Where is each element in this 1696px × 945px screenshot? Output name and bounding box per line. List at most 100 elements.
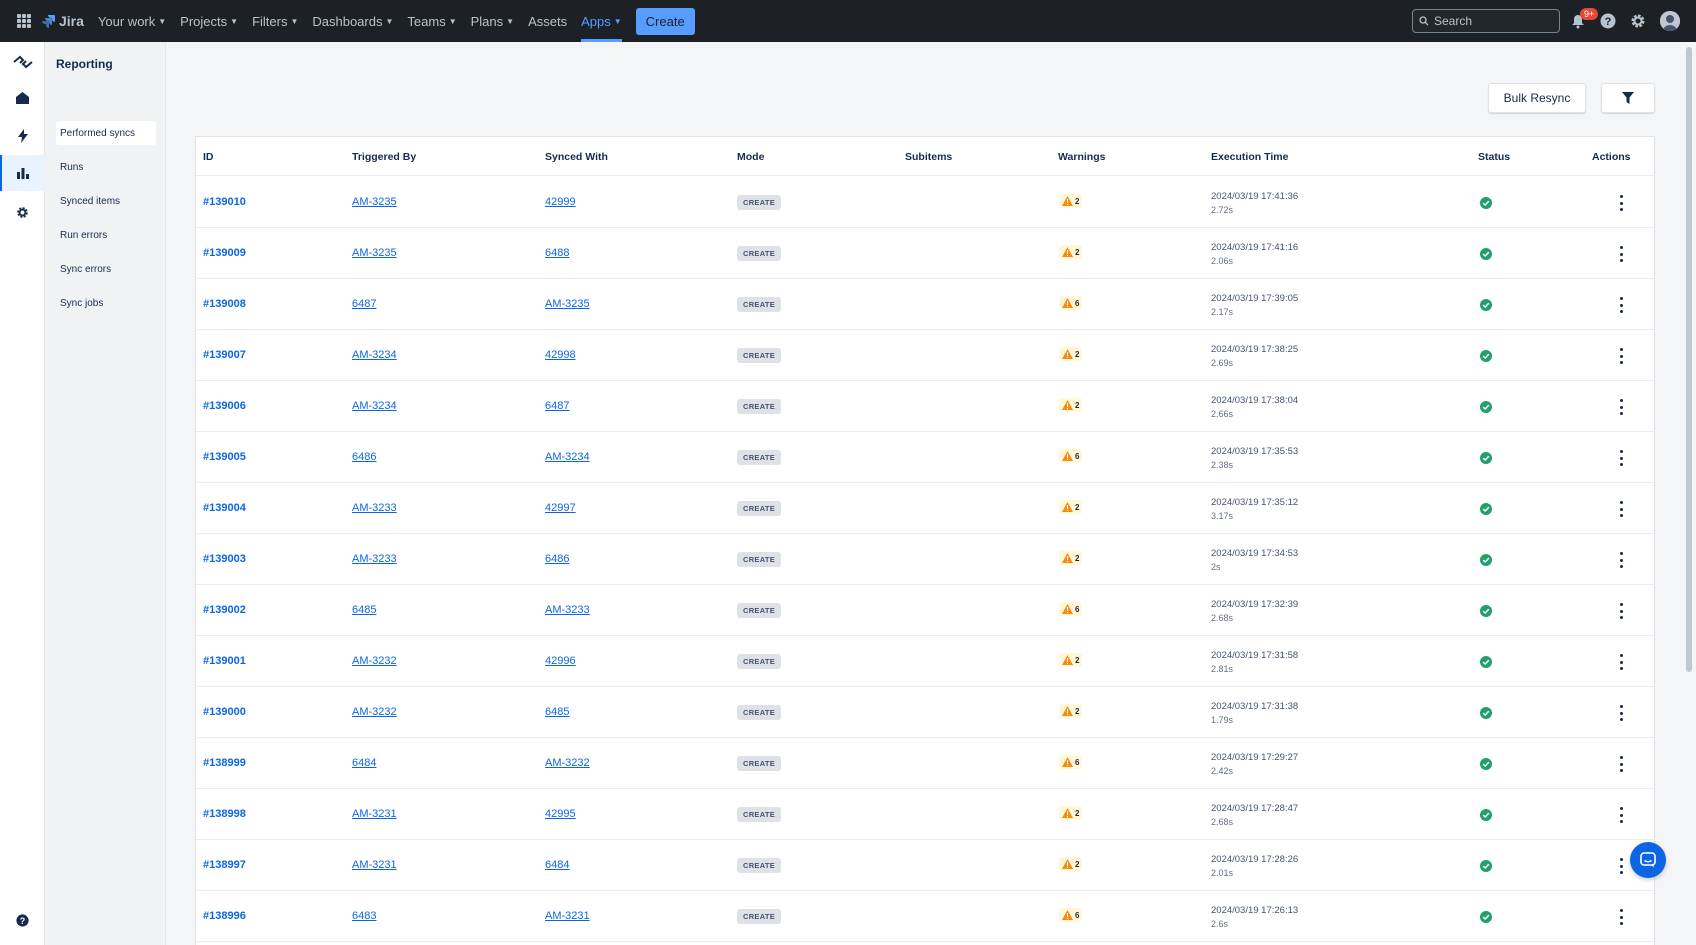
sync-id-link[interactable]: #138996 bbox=[203, 910, 246, 922]
triggered-by-link[interactable]: AM-3231 bbox=[352, 808, 397, 820]
triggered-by-link[interactable]: 6486 bbox=[352, 451, 377, 463]
warnings-badge[interactable]: 6 bbox=[1059, 449, 1083, 463]
sidebar-item-performed-syncs[interactable]: Performed syncs bbox=[56, 121, 156, 145]
synced-with-link[interactable]: 6488 bbox=[545, 247, 570, 259]
create-button[interactable]: Create bbox=[635, 7, 695, 35]
app-switcher-icon[interactable] bbox=[17, 14, 31, 28]
notifications-button[interactable]: 9+ bbox=[1568, 8, 1599, 31]
row-actions-menu[interactable] bbox=[1614, 654, 1628, 670]
synced-with-link[interactable]: 42996 bbox=[545, 655, 576, 667]
warnings-badge[interactable]: 2 bbox=[1059, 551, 1083, 565]
warnings-badge[interactable]: 6 bbox=[1059, 602, 1083, 616]
triggered-by-link[interactable]: 6485 bbox=[352, 604, 377, 616]
row-actions-menu[interactable] bbox=[1614, 909, 1628, 925]
sync-id-link[interactable]: #139003 bbox=[203, 553, 246, 565]
user-avatar[interactable] bbox=[1660, 11, 1680, 31]
jira-logo[interactable]: Jira bbox=[41, 13, 84, 29]
rail-reporting[interactable] bbox=[0, 155, 45, 191]
sync-id-link[interactable]: #138999 bbox=[203, 757, 246, 769]
settings-button[interactable] bbox=[1628, 11, 1648, 31]
bulk-resync-button[interactable]: Bulk Resync bbox=[1488, 83, 1586, 113]
synced-with-link[interactable]: AM-3231 bbox=[545, 910, 590, 922]
row-actions-menu[interactable] bbox=[1614, 246, 1628, 262]
synced-with-link[interactable]: 42997 bbox=[545, 502, 576, 514]
row-actions-menu[interactable] bbox=[1614, 297, 1628, 313]
sync-id-link[interactable]: #139008 bbox=[203, 298, 246, 310]
synced-with-link[interactable]: AM-3235 bbox=[545, 298, 590, 310]
synced-with-link[interactable]: 42998 bbox=[545, 349, 576, 361]
nav-item-dashboards[interactable]: Dashboards ▼ bbox=[312, 0, 393, 42]
nav-item-plans[interactable]: Plans ▼ bbox=[471, 0, 514, 42]
sidebar-item-sync-jobs[interactable]: Sync jobs bbox=[56, 291, 156, 315]
rail-settings[interactable] bbox=[0, 194, 45, 230]
synced-with-link[interactable]: AM-3232 bbox=[545, 757, 590, 769]
rail-app-logo[interactable] bbox=[0, 44, 45, 80]
triggered-by-link[interactable]: 6483 bbox=[352, 910, 377, 922]
sync-id-link[interactable]: #138997 bbox=[203, 859, 246, 871]
row-actions-menu[interactable] bbox=[1614, 501, 1628, 517]
chat-support-button[interactable] bbox=[1630, 842, 1666, 878]
row-actions-menu[interactable] bbox=[1614, 552, 1628, 568]
nav-item-assets[interactable]: Assets bbox=[528, 0, 567, 42]
nav-item-projects[interactable]: Projects ▼ bbox=[180, 0, 238, 42]
sidebar-item-sync-errors[interactable]: Sync errors bbox=[56, 257, 156, 281]
triggered-by-link[interactable]: 6484 bbox=[352, 757, 377, 769]
row-actions-menu[interactable] bbox=[1614, 603, 1628, 619]
triggered-by-link[interactable]: AM-3232 bbox=[352, 706, 397, 718]
warnings-badge[interactable]: 2 bbox=[1059, 194, 1083, 208]
nav-item-your-work[interactable]: Your work ▼ bbox=[98, 0, 166, 42]
nav-item-teams[interactable]: Teams ▼ bbox=[407, 0, 456, 42]
help-button[interactable]: ? bbox=[1598, 11, 1618, 31]
sync-id-link[interactable]: #138998 bbox=[203, 808, 246, 820]
warnings-badge[interactable]: 2 bbox=[1059, 653, 1083, 667]
synced-with-link[interactable]: AM-3234 bbox=[545, 451, 590, 463]
sync-id-link[interactable]: #139005 bbox=[203, 451, 246, 463]
triggered-by-link[interactable]: AM-3234 bbox=[352, 400, 397, 412]
warnings-badge[interactable]: 2 bbox=[1059, 398, 1083, 412]
triggered-by-link[interactable]: AM-3233 bbox=[352, 553, 397, 565]
search-input[interactable] bbox=[1434, 14, 1554, 28]
warnings-badge[interactable]: 6 bbox=[1059, 296, 1083, 310]
triggered-by-link[interactable]: AM-3233 bbox=[352, 502, 397, 514]
row-actions-menu[interactable] bbox=[1614, 195, 1628, 211]
sidebar-item-runs[interactable]: Runs bbox=[56, 155, 156, 179]
synced-with-link[interactable]: 42995 bbox=[545, 808, 576, 820]
nav-item-apps[interactable]: Apps ▼ bbox=[581, 0, 622, 42]
synced-with-link[interactable]: AM-3233 bbox=[545, 604, 590, 616]
warnings-badge[interactable]: 6 bbox=[1059, 908, 1083, 922]
sync-id-link[interactable]: #139002 bbox=[203, 604, 246, 616]
triggered-by-link[interactable]: AM-3235 bbox=[352, 196, 397, 208]
synced-with-link[interactable]: 6485 bbox=[545, 706, 570, 718]
rail-triggers[interactable] bbox=[0, 118, 45, 154]
row-actions-menu[interactable] bbox=[1614, 705, 1628, 721]
synced-with-link[interactable]: 6484 bbox=[545, 859, 570, 871]
page-scrollbar[interactable] bbox=[1686, 47, 1692, 672]
triggered-by-link[interactable]: AM-3232 bbox=[352, 655, 397, 667]
warnings-badge[interactable]: 2 bbox=[1059, 704, 1083, 718]
warnings-badge[interactable]: 2 bbox=[1059, 806, 1083, 820]
sync-id-link[interactable]: #139006 bbox=[203, 400, 246, 412]
triggered-by-link[interactable]: 6487 bbox=[352, 298, 377, 310]
triggered-by-link[interactable]: AM-3234 bbox=[352, 349, 397, 361]
warnings-badge[interactable]: 2 bbox=[1059, 857, 1083, 871]
sync-id-link[interactable]: #139004 bbox=[203, 502, 246, 514]
synced-with-link[interactable]: 42999 bbox=[545, 196, 576, 208]
row-actions-menu[interactable] bbox=[1614, 756, 1628, 772]
sync-id-link[interactable]: #139001 bbox=[203, 655, 246, 667]
row-actions-menu[interactable] bbox=[1614, 348, 1628, 364]
sync-id-link[interactable]: #139009 bbox=[203, 247, 246, 259]
row-actions-menu[interactable] bbox=[1614, 450, 1628, 466]
triggered-by-link[interactable]: AM-3235 bbox=[352, 247, 397, 259]
rail-help[interactable]: ? bbox=[0, 902, 45, 938]
synced-with-link[interactable]: 6486 bbox=[545, 553, 570, 565]
row-actions-menu[interactable] bbox=[1614, 858, 1628, 874]
search-box[interactable] bbox=[1412, 9, 1560, 33]
sync-id-link[interactable]: #139007 bbox=[203, 349, 246, 361]
warnings-badge[interactable]: 2 bbox=[1059, 347, 1083, 361]
sync-id-link[interactable]: #139010 bbox=[203, 196, 246, 208]
sidebar-item-synced-items[interactable]: Synced items bbox=[56, 189, 156, 213]
warnings-badge[interactable]: 6 bbox=[1059, 755, 1083, 769]
sync-id-link[interactable]: #139000 bbox=[203, 706, 246, 718]
synced-with-link[interactable]: 6487 bbox=[545, 400, 570, 412]
warnings-badge[interactable]: 2 bbox=[1059, 500, 1083, 514]
